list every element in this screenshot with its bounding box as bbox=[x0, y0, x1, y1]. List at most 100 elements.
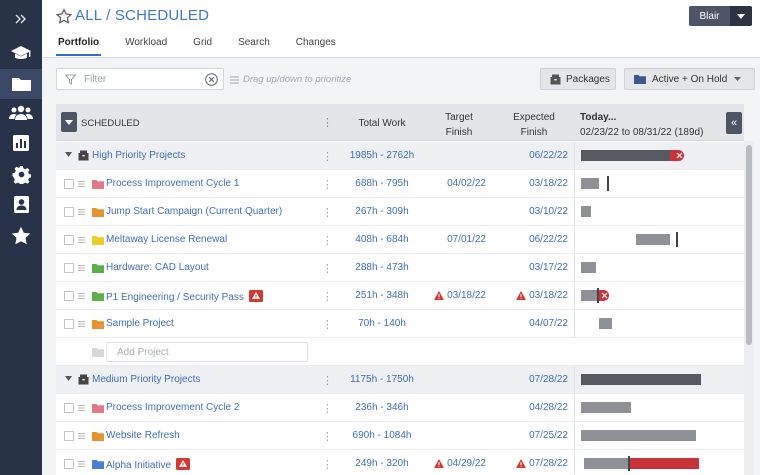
group-name[interactable]: Medium Priority Projects bbox=[92, 374, 201, 385]
row-menu-dots[interactable]: ⋮ bbox=[322, 431, 333, 443]
project-row[interactable]: Process Improvement Cycle 2 ⋮ 236h - 346… bbox=[56, 394, 744, 422]
grid-header: SCHEDULED ⋮ Total Work Target Finish Expe… bbox=[56, 104, 744, 141]
tab-grid[interactable]: Grid bbox=[193, 37, 213, 48]
breadcrumb-all[interactable]: ALL bbox=[75, 7, 102, 24]
drag-handle-icon[interactable] bbox=[78, 208, 85, 216]
gantt-cell bbox=[574, 142, 744, 170]
sidebar-item-people[interactable] bbox=[0, 98, 42, 128]
project-name-text: P1 Engineering / Security Pass bbox=[106, 292, 244, 303]
folder-icon bbox=[92, 432, 104, 441]
drag-handle-icon[interactable] bbox=[78, 264, 85, 272]
row-menu-dots[interactable]: ⋮ bbox=[322, 235, 333, 247]
drag-handle-icon[interactable] bbox=[78, 432, 85, 440]
favorite-star-icon[interactable] bbox=[56, 8, 72, 24]
project-name[interactable]: Process Improvement Cycle 1 bbox=[106, 178, 240, 189]
row-menu-dots[interactable]: ⋮ bbox=[322, 207, 333, 219]
sidebar-item-contacts[interactable] bbox=[0, 189, 42, 219]
row-menu-dots[interactable]: ⋮ bbox=[322, 291, 333, 303]
project-name[interactable]: Hardware: CAD Layout bbox=[106, 262, 209, 273]
group-collapse-caret-icon[interactable] bbox=[65, 376, 72, 381]
sidebar-item-reports[interactable] bbox=[0, 128, 42, 158]
drag-handle-icon[interactable] bbox=[78, 236, 85, 244]
status-filter-dropdown[interactable]: Active + On Hold bbox=[624, 68, 755, 90]
row-checkbox[interactable] bbox=[64, 291, 74, 301]
filter-input[interactable]: Filter bbox=[56, 68, 224, 90]
project-row[interactable]: Meltaway License Renewal ⋮ 408h - 684h 0… bbox=[56, 226, 744, 254]
row-checkbox[interactable] bbox=[64, 207, 74, 217]
row-checkbox[interactable] bbox=[64, 263, 74, 273]
project-row[interactable]: Website Refresh ⋮ 690h - 1084h 07/25/22 bbox=[56, 422, 744, 450]
tab-search[interactable]: Search bbox=[238, 37, 270, 48]
project-expected-finish: 06/22/22 bbox=[529, 234, 568, 245]
drag-handle-icon[interactable] bbox=[78, 292, 85, 300]
project-expected-finish: 04/28/22 bbox=[529, 402, 568, 413]
sidebar bbox=[0, 0, 42, 475]
project-name[interactable]: Alpha Initiative bbox=[106, 458, 191, 471]
project-name[interactable]: Meltaway License Renewal bbox=[106, 234, 228, 245]
clear-filter-icon[interactable] bbox=[205, 73, 218, 86]
drag-handle-icon[interactable] bbox=[78, 180, 85, 188]
collapse-timeline-button[interactable]: « bbox=[726, 112, 742, 134]
project-row[interactable]: Jump Start Campaign (Current Quarter) ⋮ … bbox=[56, 198, 744, 226]
row-menu-dots[interactable]: ⋮ bbox=[322, 403, 333, 415]
packages-button[interactable]: Packages bbox=[540, 68, 616, 90]
people-icon bbox=[9, 105, 33, 120]
project-row[interactable]: Sample Project ⋮ 70h - 140h 04/07/22 bbox=[56, 310, 744, 338]
row-checkbox[interactable] bbox=[64, 403, 74, 413]
project-name[interactable]: P1 Engineering / Security Pass bbox=[106, 290, 263, 303]
project-row[interactable]: Hardware: CAD Layout ⋮ 288h - 473h 03/17… bbox=[56, 254, 744, 282]
gantt-cell bbox=[574, 394, 744, 422]
expand-sidebar-button[interactable] bbox=[0, 4, 42, 34]
folder-icon bbox=[92, 348, 104, 357]
drag-handle-icon[interactable] bbox=[78, 404, 85, 412]
project-row[interactable]: Alpha Initiative ⋮ 249h - 320h 04/29/22 … bbox=[56, 450, 744, 475]
warning-icon bbox=[434, 459, 445, 468]
folder-icon bbox=[92, 460, 104, 469]
sidebar-item-settings[interactable] bbox=[0, 159, 42, 189]
tab-workload[interactable]: Workload bbox=[125, 37, 168, 48]
project-row[interactable]: P1 Engineering / Security Pass ⋮ 251h - … bbox=[56, 282, 744, 310]
row-checkbox[interactable] bbox=[64, 319, 74, 329]
group-row[interactable]: Medium Priority Projects ⋮ 1175h - 1750h… bbox=[56, 366, 744, 394]
user-menu-caret[interactable] bbox=[730, 6, 752, 26]
vertical-scrollbar[interactable] bbox=[744, 141, 754, 475]
sort-menu-button[interactable] bbox=[61, 112, 77, 132]
row-checkbox[interactable] bbox=[64, 459, 74, 469]
column-header-total-work[interactable]: Total Work bbox=[358, 118, 406, 129]
column-header-target-finish[interactable]: Target Finish bbox=[432, 110, 486, 140]
project-row[interactable]: Process Improvement Cycle 1 ⋮ 688h - 795… bbox=[56, 170, 744, 198]
scrollbar-thumb[interactable] bbox=[746, 145, 752, 345]
sidebar-item-projects[interactable] bbox=[0, 69, 42, 99]
warning-icon bbox=[176, 458, 191, 470]
row-checkbox[interactable] bbox=[64, 235, 74, 245]
timeline-today-label: Today... bbox=[580, 112, 617, 123]
project-name[interactable]: Sample Project bbox=[106, 318, 174, 329]
row-menu-dots[interactable]: ⋮ bbox=[322, 459, 333, 471]
group-name[interactable]: High Priority Projects bbox=[92, 150, 186, 161]
project-name[interactable]: Website Refresh bbox=[106, 430, 180, 441]
tab-portfolio[interactable]: Portfolio bbox=[55, 36, 102, 58]
column-menu-dots[interactable]: ⋮ bbox=[322, 117, 333, 129]
column-header-expected-finish[interactable]: Expected Finish bbox=[504, 110, 564, 140]
row-menu-dots[interactable]: ⋮ bbox=[322, 179, 333, 191]
tab-changes[interactable]: Changes bbox=[295, 37, 336, 48]
sidebar-item-training[interactable] bbox=[0, 38, 42, 68]
late-x-icon bbox=[676, 152, 683, 159]
project-name[interactable]: Jump Start Campaign (Current Quarter) bbox=[106, 206, 283, 217]
drag-handle-icon[interactable] bbox=[78, 320, 85, 328]
row-checkbox[interactable] bbox=[64, 179, 74, 189]
group-collapse-caret-icon[interactable] bbox=[65, 152, 72, 157]
column-header-name[interactable]: SCHEDULED bbox=[81, 118, 140, 129]
row-menu-dots[interactable]: ⋮ bbox=[322, 375, 333, 387]
group-row[interactable]: High Priority Projects ⋮ 1985h - 2762h 0… bbox=[56, 142, 744, 170]
row-checkbox[interactable] bbox=[64, 431, 74, 441]
add-project-input[interactable]: Add Project bbox=[106, 342, 308, 362]
sidebar-item-favorites[interactable] bbox=[0, 220, 42, 250]
row-menu-dots[interactable]: ⋮ bbox=[322, 319, 333, 331]
project-name[interactable]: Process Improvement Cycle 2 bbox=[106, 402, 240, 413]
drag-handle-icon[interactable] bbox=[78, 460, 85, 468]
user-menu-button[interactable]: Blair bbox=[689, 6, 752, 26]
row-menu-dots[interactable]: ⋮ bbox=[322, 263, 333, 275]
row-menu-dots[interactable]: ⋮ bbox=[322, 151, 333, 163]
drag-lines-icon bbox=[230, 76, 239, 83]
